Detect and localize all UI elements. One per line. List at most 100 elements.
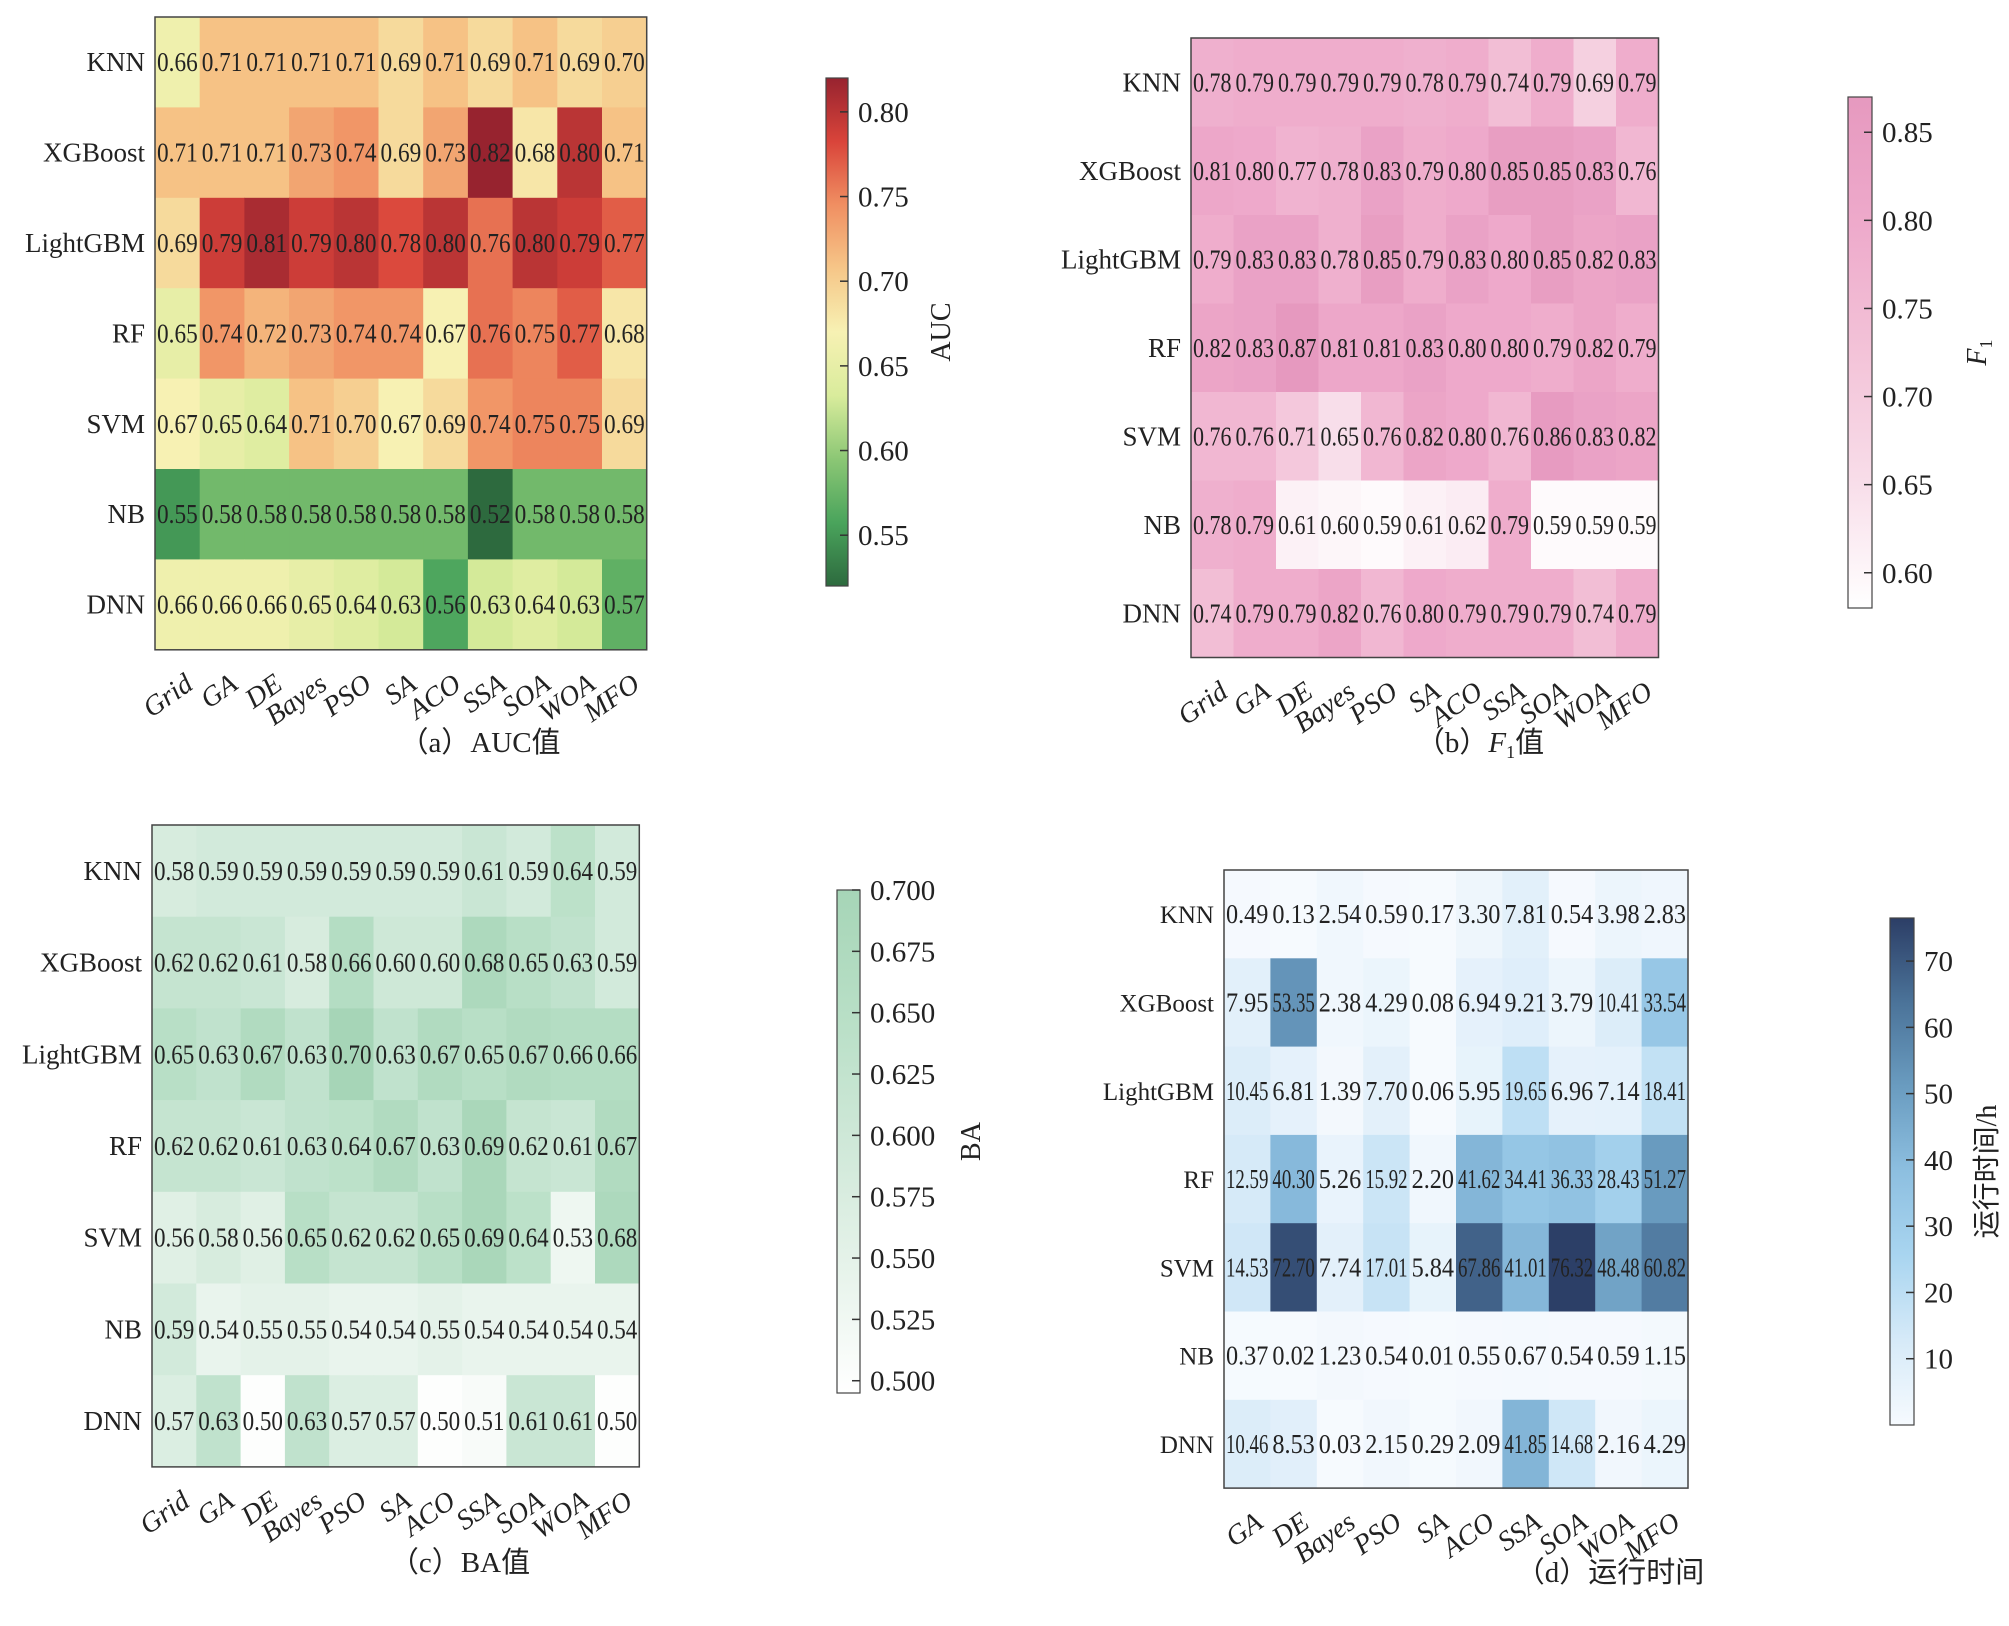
cell-value-label: 0.85 bbox=[1533, 244, 1572, 274]
heatmap-cell bbox=[1233, 126, 1277, 216]
cell-value-label: 0.55 bbox=[157, 499, 198, 529]
cell-value-label: 0.62 bbox=[376, 1223, 416, 1253]
heatmap-cell bbox=[1456, 1046, 1503, 1136]
cell-value-label: 0.50 bbox=[420, 1406, 460, 1436]
cell-value-label: 0.78 bbox=[1193, 67, 1232, 97]
heatmap-cell bbox=[1224, 1311, 1271, 1401]
heatmap-cell bbox=[378, 469, 424, 560]
heatmap-cell bbox=[602, 197, 648, 289]
cell-value-label: 0.74 bbox=[1576, 598, 1615, 628]
cell-value-label: 0.62 bbox=[1448, 510, 1487, 540]
heatmap-cell bbox=[1595, 958, 1643, 1048]
cell-value-label: 0.69 bbox=[559, 47, 600, 77]
cell-value-label: 0.69 bbox=[381, 138, 422, 168]
heatmap-cell bbox=[423, 107, 469, 199]
colorbar-label: BA bbox=[956, 1121, 987, 1161]
cell-value-label: 12.59 bbox=[1226, 1164, 1268, 1194]
heatmap-cell bbox=[1548, 1311, 1596, 1401]
heatmap-cell bbox=[557, 378, 603, 470]
cell-value-label: 0.55 bbox=[420, 1314, 460, 1344]
column-label: PSO bbox=[1343, 676, 1404, 731]
cell-value-label: 0.58 bbox=[154, 856, 194, 886]
heatmap-panel-auc: 0.66 0.71 0.71 0.71 0.71 0.69 0.71 0.69 0.71 0.69… bbox=[0, 0, 1004, 790]
heatmap-cell bbox=[595, 825, 640, 918]
row-label: SVM bbox=[1122, 421, 1181, 451]
colorbar-tick-label: 0.75 bbox=[1882, 293, 1933, 325]
heatmap-cell bbox=[595, 1283, 640, 1376]
colorbar bbox=[1847, 96, 1873, 609]
cell-value-label: 0.71 bbox=[246, 47, 287, 77]
heatmap-cell bbox=[1191, 480, 1235, 570]
heatmap-cell bbox=[1573, 480, 1617, 570]
heatmap-cell bbox=[1502, 1399, 1550, 1489]
cell-value-label: 6.94 bbox=[1458, 987, 1501, 1017]
plot-frame bbox=[154, 16, 648, 651]
heatmap-cell bbox=[1502, 1223, 1550, 1313]
heatmap-cell bbox=[155, 469, 201, 560]
heatmap-cell bbox=[284, 1100, 330, 1193]
cell-value-label: 0.61 bbox=[1278, 510, 1317, 540]
cell-value-label: 1.15 bbox=[1644, 1341, 1686, 1371]
cell-value-label: 0.66 bbox=[157, 47, 198, 77]
heatmap-cell bbox=[512, 17, 558, 108]
heatmap-cell bbox=[244, 378, 290, 470]
cell-value-label: 0.64 bbox=[515, 590, 556, 620]
heatmap-cell bbox=[1409, 1134, 1457, 1224]
column-label: PSO bbox=[317, 668, 378, 723]
cell-value-label: 0.54 bbox=[331, 1314, 372, 1344]
row-label: NB bbox=[107, 499, 145, 529]
heatmap-cell bbox=[1456, 1223, 1503, 1313]
heatmap-cell bbox=[462, 825, 507, 918]
cell-value-label: 0.64 bbox=[336, 590, 377, 620]
heatmap-cell bbox=[1233, 38, 1277, 128]
cell-value-label: 2.16 bbox=[1597, 1429, 1639, 1459]
cell-value-label: 0.83 bbox=[1236, 244, 1275, 274]
cell-value-label: 0.67 bbox=[381, 409, 422, 439]
heatmap-cell bbox=[155, 378, 201, 470]
cell-value-label: 0.17 bbox=[1412, 899, 1454, 929]
cell-value-label: 0.79 bbox=[1533, 598, 1572, 628]
cell-value-label: 0.63 bbox=[470, 590, 511, 620]
colorbar-tick-label: 20 bbox=[1924, 1277, 1953, 1309]
heatmap-cell bbox=[1403, 303, 1447, 393]
heatmap-cell bbox=[1363, 1046, 1411, 1136]
heatmap-cell bbox=[1270, 1399, 1318, 1489]
heatmap-cell bbox=[1488, 480, 1532, 570]
colorbar-tick-label: 0.60 bbox=[858, 436, 909, 468]
cell-value-label: 3.30 bbox=[1458, 899, 1500, 929]
column-label: PSO bbox=[312, 1485, 373, 1540]
heatmap-cell bbox=[467, 197, 514, 289]
cell-value-label: 0.78 bbox=[1321, 244, 1360, 274]
cell-value-label: 0.61 bbox=[243, 948, 283, 978]
heatmap-cell bbox=[557, 288, 603, 380]
heatmap-cell bbox=[1573, 303, 1617, 393]
heatmap-cell bbox=[1488, 303, 1532, 393]
cell-value-label: 0.52 bbox=[470, 499, 511, 529]
heatmap-cell bbox=[550, 916, 596, 1009]
heatmap-cell bbox=[1595, 1311, 1643, 1401]
heatmap-cell bbox=[1456, 958, 1503, 1048]
cell-value-label: 0.59 bbox=[1365, 899, 1407, 929]
cell-value-label: 0.66 bbox=[157, 590, 198, 620]
colorbar-label: 运行时间/h bbox=[1971, 1105, 2003, 1239]
cell-value-label: 0.73 bbox=[291, 138, 332, 168]
colorbar-tick-label: 50 bbox=[1924, 1079, 1953, 1111]
heatmap-cell bbox=[289, 559, 335, 651]
heatmap-cell bbox=[152, 1100, 197, 1193]
cell-value-label: 0.56 bbox=[154, 1223, 194, 1253]
heatmap-cell bbox=[373, 1191, 419, 1285]
cell-value-label: 0.73 bbox=[291, 318, 332, 348]
heatmap-cell bbox=[417, 1375, 463, 1468]
cell-value-label: 0.58 bbox=[246, 499, 287, 529]
cell-value-label: 0.73 bbox=[425, 138, 466, 168]
cell-value-label: 0.54 bbox=[1551, 899, 1594, 929]
heatmap-cell bbox=[1318, 303, 1362, 393]
heatmap-cell bbox=[1409, 870, 1457, 959]
cell-value-label: 7.74 bbox=[1319, 1252, 1362, 1282]
cell-value-label: 0.82 bbox=[1576, 333, 1615, 363]
column-label: GA bbox=[191, 1485, 240, 1532]
cell-value-label: 0.02 bbox=[1272, 1341, 1314, 1371]
heatmap-cell bbox=[1361, 126, 1405, 216]
heatmap-cell bbox=[196, 1008, 242, 1101]
cell-value-label: 0.68 bbox=[597, 1223, 637, 1253]
